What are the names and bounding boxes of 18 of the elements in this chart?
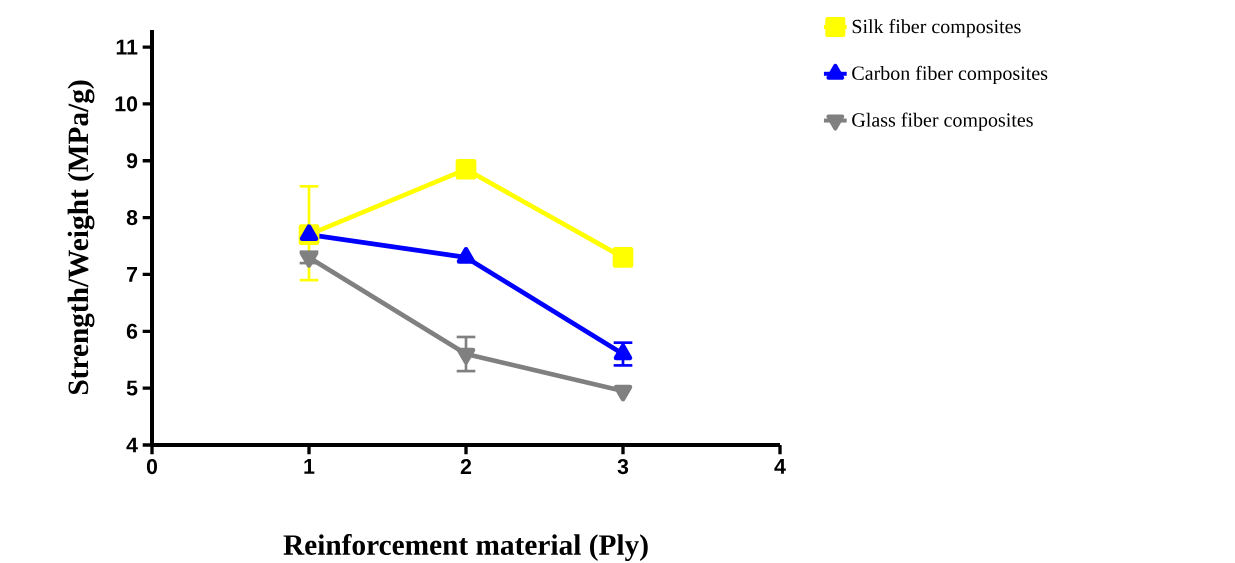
y-tick-label: 11 <box>116 39 138 55</box>
y-tick-label: 10 <box>115 96 138 112</box>
y-tick-label: 8 <box>126 210 138 226</box>
x-tick-label: 4 <box>774 459 786 474</box>
y-axis-title: Strength/Weight (MPa/g) <box>67 80 95 395</box>
x-axis-title: Reinforcement material (Ply) <box>283 533 648 561</box>
y-tick-label: 7 <box>127 267 138 282</box>
legend-label: Glass fiber composites <box>852 112 1033 131</box>
y-tick-label: 4 <box>126 437 138 453</box>
y-tick-label: 6 <box>126 323 138 339</box>
legend-label: Carbon fiber composites <box>852 65 1048 85</box>
x-tick-label: 3 <box>617 459 629 475</box>
y-tick-label: 5 <box>126 380 138 396</box>
x-tick-label: 1 <box>304 459 315 474</box>
x-tick-label: 0 <box>146 459 158 475</box>
x-tick-label: 2 <box>460 459 472 474</box>
legend-label: Silk fiber composites <box>852 19 1021 38</box>
y-tick-label: 9 <box>126 153 138 169</box>
